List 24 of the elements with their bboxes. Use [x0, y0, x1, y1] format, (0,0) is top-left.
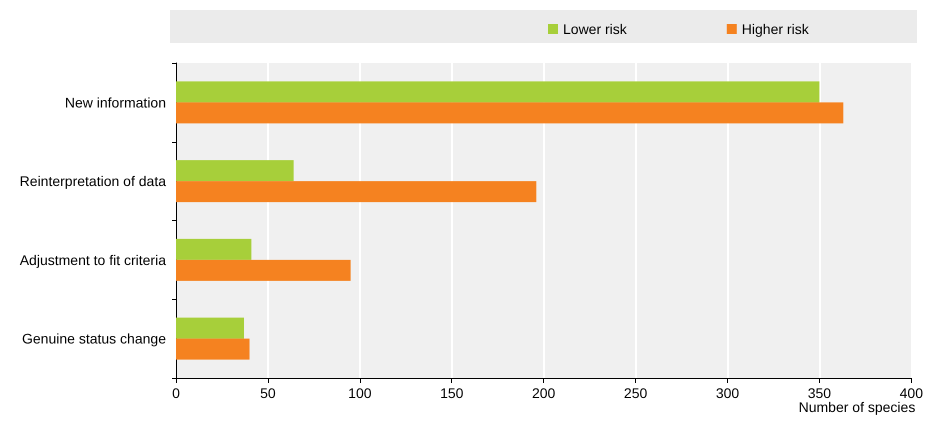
- y-tick-label: Adjustment to fit criteria: [20, 252, 166, 268]
- x-tick-label: 250: [624, 385, 648, 401]
- y-tick-label: Reinterpretation of data: [20, 173, 166, 190]
- y-tick-label: New information: [64, 94, 166, 110]
- x-tick-label: 100: [348, 385, 372, 401]
- bar: [176, 102, 844, 124]
- x-tick-label: 200: [532, 385, 556, 401]
- bar: [176, 81, 820, 102]
- bar: [176, 160, 294, 182]
- y-tick-label: Genuine status change: [22, 330, 166, 347]
- x-tick-label: 150: [440, 385, 464, 401]
- x-tick-label: 300: [716, 385, 740, 401]
- legend-label: Higher risk: [742, 21, 810, 37]
- x-tick-label: 50: [260, 385, 276, 401]
- bar: [176, 181, 536, 202]
- x-axis-title: Number of species: [798, 399, 916, 415]
- x-tick-label: 400: [900, 385, 924, 401]
- x-tick-label: 350: [808, 385, 832, 401]
- bar: [176, 238, 252, 260]
- bar: [176, 260, 351, 281]
- bar: [176, 338, 250, 360]
- x-tick-label: 0: [172, 385, 180, 401]
- legend-label: Lower risk: [563, 21, 628, 37]
- bar: [176, 318, 244, 339]
